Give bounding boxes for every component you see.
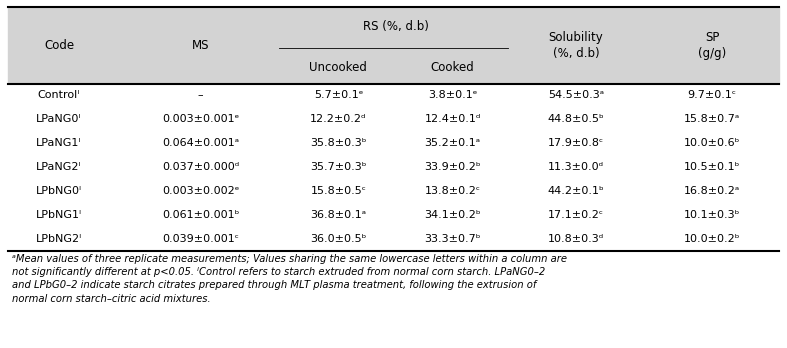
Text: 33.9±0.2ᵇ: 33.9±0.2ᵇ — [424, 162, 481, 172]
Text: ᵃMean values of three replicate measurements; Values sharing the same lowercase : ᵃMean values of three replicate measurem… — [12, 254, 567, 304]
Text: 35.2±0.1ᵃ: 35.2±0.1ᵃ — [424, 138, 481, 148]
Text: SP
(g/g): SP (g/g) — [698, 31, 726, 60]
Text: 0.039±0.001ᶜ: 0.039±0.001ᶜ — [162, 234, 239, 244]
Bar — [8, 131, 779, 155]
Text: LPbNG2ᴵ: LPbNG2ᴵ — [36, 234, 82, 244]
Text: 0.003±0.002ᵉ: 0.003±0.002ᵉ — [162, 186, 239, 196]
Text: 17.1±0.2ᶜ: 17.1±0.2ᶜ — [548, 210, 604, 220]
Text: 12.4±0.1ᵈ: 12.4±0.1ᵈ — [424, 114, 481, 124]
Text: 10.0±0.6ᵇ: 10.0±0.6ᵇ — [684, 138, 741, 148]
Text: 10.1±0.3ᵇ: 10.1±0.3ᵇ — [684, 210, 741, 220]
Text: 17.9±0.8ᶜ: 17.9±0.8ᶜ — [548, 138, 604, 148]
Text: 9.7±0.1ᶜ: 9.7±0.1ᶜ — [688, 90, 737, 101]
Text: 35.8±0.3ᵇ: 35.8±0.3ᵇ — [310, 138, 367, 148]
Bar — [8, 84, 779, 108]
Text: 0.003±0.001ᵉ: 0.003±0.001ᵉ — [162, 114, 239, 124]
Text: 34.1±0.2ᵇ: 34.1±0.2ᵇ — [424, 210, 481, 220]
Text: 3.8±0.1ᵉ: 3.8±0.1ᵉ — [428, 90, 477, 101]
Text: 15.8±0.5ᶜ: 15.8±0.5ᶜ — [311, 186, 366, 196]
Text: 0.037±0.000ᵈ: 0.037±0.000ᵈ — [162, 162, 239, 172]
Text: 12.2±0.2ᵈ: 12.2±0.2ᵈ — [310, 114, 367, 124]
Text: 36.0±0.5ᵇ: 36.0±0.5ᵇ — [310, 234, 367, 244]
Text: 0.061±0.001ᵇ: 0.061±0.001ᵇ — [162, 210, 239, 220]
Text: 10.8±0.3ᵈ: 10.8±0.3ᵈ — [548, 234, 604, 244]
Text: 36.8±0.1ᵃ: 36.8±0.1ᵃ — [310, 210, 367, 220]
Text: Cooked: Cooked — [430, 61, 475, 74]
Text: LPbNG0ᴵ: LPbNG0ᴵ — [36, 186, 82, 196]
Text: LPbNG1ᴵ: LPbNG1ᴵ — [36, 210, 82, 220]
Text: 44.8±0.5ᵇ: 44.8±0.5ᵇ — [548, 114, 604, 124]
Text: 0.064±0.001ᵃ: 0.064±0.001ᵃ — [162, 138, 239, 148]
Bar — [8, 7, 779, 84]
Bar — [8, 203, 779, 227]
Text: Solubility
(%, d.b): Solubility (%, d.b) — [549, 31, 604, 60]
Text: 54.5±0.3ᵃ: 54.5±0.3ᵃ — [548, 90, 604, 101]
Text: 15.8±0.7ᵃ: 15.8±0.7ᵃ — [684, 114, 741, 124]
Text: LPaNG0ᴵ: LPaNG0ᴵ — [36, 114, 82, 124]
Text: 35.7±0.3ᵇ: 35.7±0.3ᵇ — [310, 162, 367, 172]
Text: 44.2±0.1ᵇ: 44.2±0.1ᵇ — [548, 186, 604, 196]
Text: 10.5±0.1ᵇ: 10.5±0.1ᵇ — [684, 162, 741, 172]
Bar — [8, 155, 779, 179]
Text: 13.8±0.2ᶜ: 13.8±0.2ᶜ — [424, 186, 481, 196]
Text: 5.7±0.1ᵉ: 5.7±0.1ᵉ — [314, 90, 363, 101]
Text: LPaNG1ᴵ: LPaNG1ᴵ — [36, 138, 82, 148]
Text: 16.8±0.2ᵃ: 16.8±0.2ᵃ — [684, 186, 741, 196]
Bar — [8, 227, 779, 251]
Text: MS: MS — [192, 39, 209, 52]
Text: LPaNG2ᴵ: LPaNG2ᴵ — [36, 162, 82, 172]
Text: 11.3±0.0ᵈ: 11.3±0.0ᵈ — [548, 162, 604, 172]
Text: Code: Code — [44, 39, 74, 52]
Text: Controlᴵ: Controlᴵ — [38, 90, 80, 101]
Text: 10.0±0.2ᵇ: 10.0±0.2ᵇ — [684, 234, 741, 244]
Text: Uncooked: Uncooked — [309, 61, 368, 74]
Text: 33.3±0.7ᵇ: 33.3±0.7ᵇ — [424, 234, 481, 244]
Bar — [8, 179, 779, 203]
Bar — [8, 108, 779, 131]
Text: RS (%, d.b): RS (%, d.b) — [363, 19, 428, 33]
Text: –: – — [198, 90, 204, 101]
